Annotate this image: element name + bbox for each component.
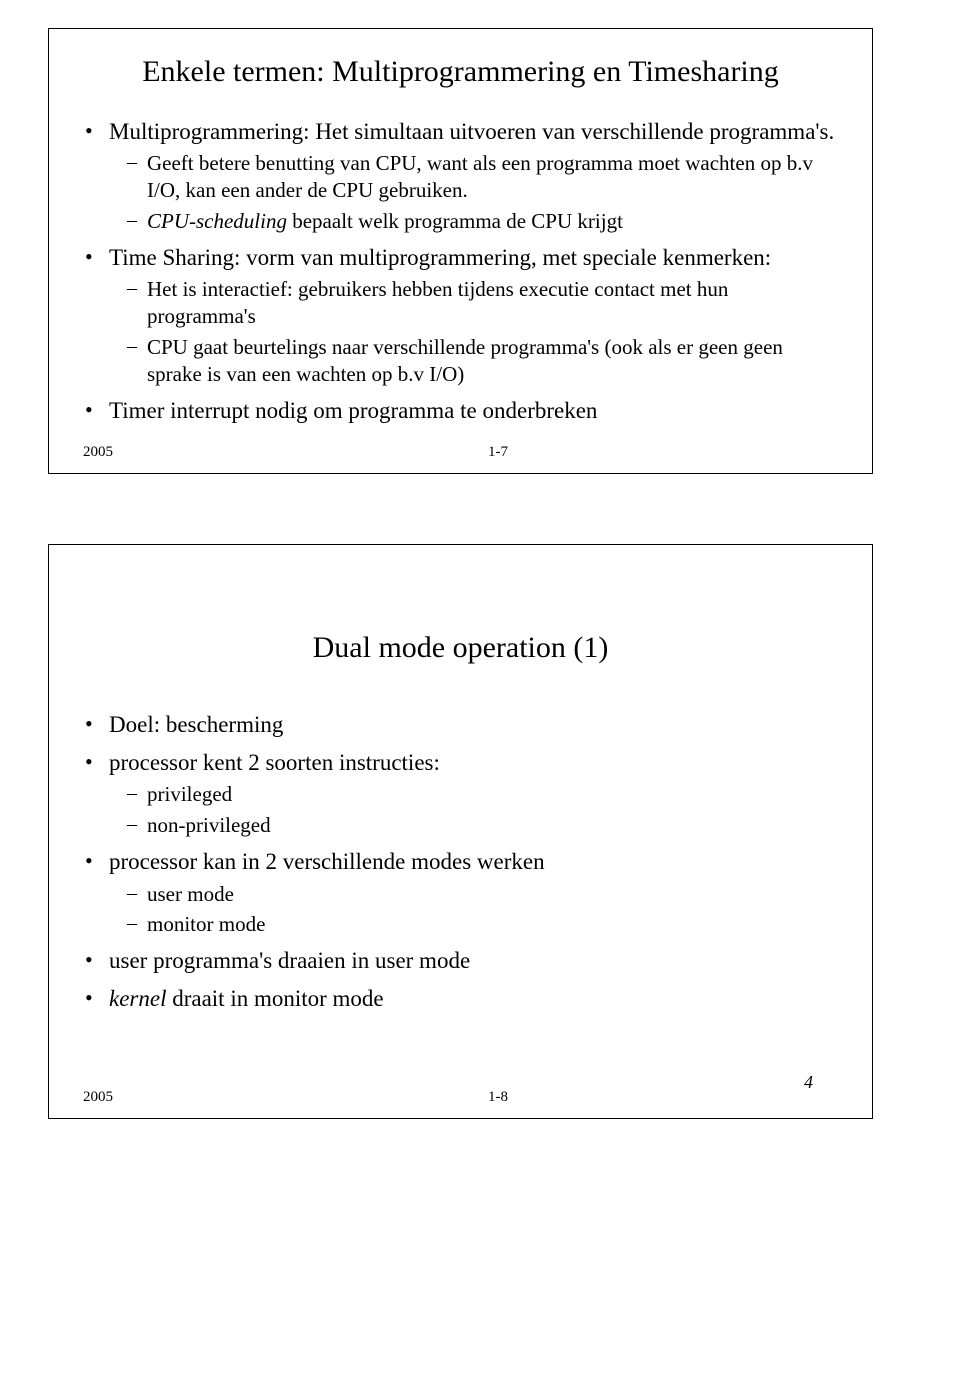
bullet-text: draait in monitor mode <box>166 986 383 1011</box>
slide-2-list: Doel: bescherming processor kent 2 soort… <box>83 710 838 1013</box>
sub-bullet: CPU gaat beurtelings naar verschillende … <box>127 334 838 388</box>
sub-bullet: monitor mode <box>127 911 838 938</box>
sublist: privileged non-privileged <box>109 781 838 839</box>
slide-1-title: Enkele termen: Multiprogrammering en Tim… <box>83 53 838 91</box>
bullet-text: processor kent 2 soorten instructies: <box>109 750 440 775</box>
sub-bullet: privileged <box>127 781 838 808</box>
slide-1-list: Multiprogrammering: Het simultaan uitvoe… <box>83 117 838 425</box>
footer-pagenum: 1-7 <box>488 444 508 461</box>
bullet-multiprogrammering: Multiprogrammering: Het simultaan uitvoe… <box>83 117 838 235</box>
footer-year: 2005 <box>83 444 113 461</box>
bullet-timesharing: Time Sharing: vorm van multiprogrammerin… <box>83 243 838 388</box>
document-page-number: 4 <box>804 1072 813 1093</box>
sub-bullet-text: bepaalt welk programma de CPU krijgt <box>287 209 623 233</box>
slide-1: Enkele termen: Multiprogrammering en Tim… <box>48 28 873 474</box>
sub-bullet: Het is interactief: gebruikers hebben ti… <box>127 276 838 330</box>
sub-bullet: Geeft betere benutting van CPU, want als… <box>127 150 838 204</box>
bullet-kernel: kernel draait in monitor mode <box>83 984 838 1013</box>
sub-bullet: user mode <box>127 881 838 908</box>
sub-bullet: non-privileged <box>127 812 838 839</box>
bullet-doel: Doel: bescherming <box>83 710 838 739</box>
slide-2-title: Dual mode operation (1) <box>83 629 838 667</box>
bullet-timer-interrupt: Timer interrupt nodig om programma te on… <box>83 396 838 425</box>
footer-year: 2005 <box>83 1089 113 1106</box>
sublist: Geeft betere benutting van CPU, want als… <box>109 150 838 235</box>
bullet-instructies: processor kent 2 soorten instructies: pr… <box>83 748 838 839</box>
slide-2-footer: 2005 1-8 <box>83 1089 838 1106</box>
bullet-user-programmas: user programma's draaien in user mode <box>83 946 838 975</box>
slide-1-footer: 2005 1-7 <box>83 444 838 461</box>
bullet-text: Multiprogrammering: Het simultaan uitvoe… <box>109 119 834 144</box>
sub-bullet: CPU-scheduling bepaalt welk programma de… <box>127 208 838 235</box>
sublist: Het is interactief: gebruikers hebben ti… <box>109 276 838 388</box>
term-cpu-scheduling: CPU-scheduling <box>147 209 287 233</box>
bullet-text: Time Sharing: vorm van multiprogrammerin… <box>109 245 771 270</box>
slide-2: Dual mode operation (1) Doel: beschermin… <box>48 544 873 1119</box>
bullet-modes: processor kan in 2 verschillende modes w… <box>83 847 838 938</box>
bullet-text: processor kan in 2 verschillende modes w… <box>109 849 545 874</box>
footer-pagenum: 1-8 <box>488 1089 508 1106</box>
sublist: user mode monitor mode <box>109 881 838 939</box>
term-kernel: kernel <box>109 986 166 1011</box>
